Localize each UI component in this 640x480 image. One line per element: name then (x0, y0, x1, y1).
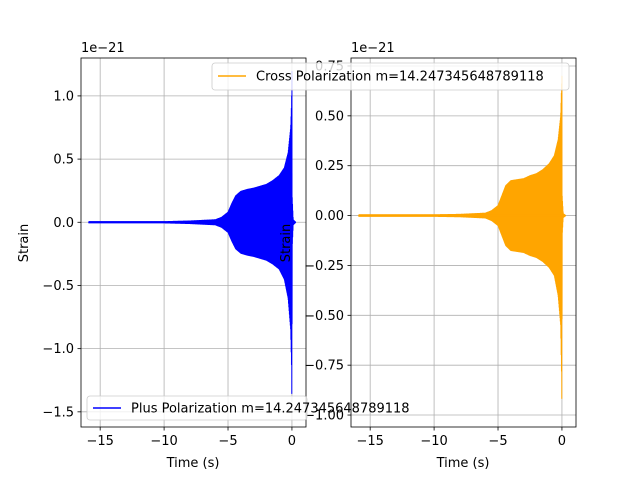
right-x-tick-label: −15 (356, 434, 383, 449)
right-y-tick-label: −0.50 (304, 309, 344, 324)
left-y-tick-label: 1.0 (53, 89, 74, 104)
left-y-axis-label: Strain (17, 224, 32, 263)
left-y-tick-label: 0.5 (53, 153, 74, 168)
left-x-axis-label: Time (s) (166, 456, 220, 471)
left-legend: Plus Polarization m=14.247345648789118 (86, 395, 410, 421)
left-legend-box (86, 395, 308, 421)
right-legend-label: Cross Polarization m=14.247345648789118 (256, 70, 544, 85)
right-y-tick-label: 0.00 (315, 209, 344, 224)
right-y-tick-label: −0.75 (304, 359, 344, 374)
right-offset-text: 1e−21 (351, 41, 395, 56)
right-legend-box (211, 62, 570, 91)
left-y-tick-label: −0.5 (42, 279, 74, 294)
right-x-tick-label: −10 (420, 434, 447, 449)
left-y-ticks: −1.5 −1.0 −0.5 0.0 0.5 1.0 (42, 89, 81, 420)
left-x-ticks: −15 −10 −5 0 (86, 427, 296, 449)
right-x-axis-label: Time (s) (436, 456, 490, 471)
right-x-tick-label: 0 (558, 434, 566, 449)
left-x-tick-label: 0 (288, 434, 296, 449)
left-x-tick-label: −15 (86, 434, 113, 449)
left-legend-label: Plus Polarization m=14.247345648789118 (131, 402, 410, 417)
left-chart-panel: −15 −10 −5 0 −1.5 −1.0 −0.5 0.0 0.5 1.0 1e−21 Ti… (17, 41, 307, 471)
right-chart-panel: −15 −10 −5 0 −1.00 −0.75 −0.50 −0.25 0.00 0.25 0.… (279, 41, 577, 471)
left-x-tick-label: −5 (218, 434, 237, 449)
right-y-tick-label: 0.50 (315, 109, 344, 124)
right-y-tick-label: −1.00 (304, 409, 344, 424)
left-offset-text: 1e−21 (81, 41, 125, 56)
right-x-tick-label: −5 (488, 434, 507, 449)
right-legend: Cross Polarization m=14.247345648789118 (211, 62, 570, 91)
left-axes-frame (80, 57, 307, 428)
right-y-axis-label: Strain (279, 224, 294, 263)
right-y-tick-label: −0.25 (304, 259, 344, 274)
right-y-tick-label: 0.25 (315, 159, 344, 174)
left-x-tick-label: −10 (150, 434, 177, 449)
right-y-ticks: −1.00−0.75−0.50−0.250.000.250.500.75 (304, 59, 351, 424)
right-axes-frame (350, 57, 577, 428)
left-y-tick-label: 0.0 (53, 216, 74, 231)
right-data-area (358, 75, 567, 400)
left-y-tick-label: −1.0 (42, 342, 74, 357)
left-y-tick-label: −1.5 (42, 405, 74, 420)
left-data-area (88, 71, 297, 395)
right-x-ticks: −15 −10 −5 0 (356, 427, 566, 449)
